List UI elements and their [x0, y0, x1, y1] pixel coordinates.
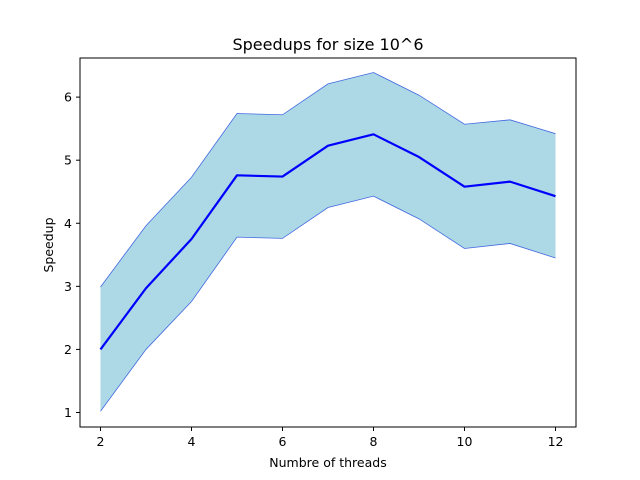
y-axis-label: Speedup [41, 217, 56, 272]
y-tick-label: 4 [64, 216, 72, 231]
y-tick-label: 5 [64, 153, 72, 168]
x-tick-label: 4 [188, 434, 196, 449]
speedup-confidence-band [100, 72, 556, 412]
upper-bound-line [100, 72, 556, 288]
x-tick-label: 6 [279, 434, 287, 449]
y-tick-label: 1 [64, 405, 72, 420]
x-tick-label: 10 [457, 434, 473, 449]
x-tick-label: 8 [370, 434, 378, 449]
lower-bound-line [100, 195, 556, 412]
y-tick-label: 2 [64, 342, 72, 357]
mean-speedup-line [99, 133, 556, 351]
y-tick-label: 6 [64, 90, 72, 105]
x-axis-ticks: 2 4 6 8 10 12 [97, 427, 564, 449]
y-axis-ticks: 1 2 3 4 5 6 [64, 90, 80, 420]
x-tick-label: 12 [548, 434, 564, 449]
axes-frame [79, 57, 577, 428]
chart-title: Speedups for size 10^6 [232, 35, 423, 54]
x-axis-label: Numbre of threads [269, 455, 386, 470]
y-tick-label: 3 [64, 279, 72, 294]
plot-area [99, 72, 556, 412]
x-tick-label: 2 [97, 434, 105, 449]
